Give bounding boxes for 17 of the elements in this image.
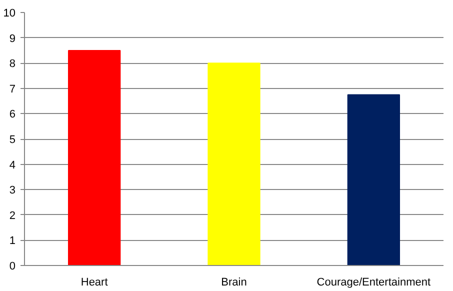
y-tick-label: 2 <box>9 210 16 222</box>
y-tick-label: 5 <box>9 134 16 146</box>
y-tick-label: 4 <box>9 159 16 172</box>
x-tick-label: Brain <box>221 276 247 288</box>
y-tick-label: 0 <box>9 260 16 272</box>
y-tick-label: 6 <box>9 108 16 121</box>
x-tick-label: Courage/Entertainment <box>316 276 431 288</box>
y-tick-label: 9 <box>9 32 16 45</box>
bar <box>347 94 400 266</box>
x-tick-label: Heart <box>80 276 108 288</box>
y-tick-label: 3 <box>9 184 16 197</box>
bar <box>68 50 121 266</box>
y-tick-label: 1 <box>9 235 16 248</box>
y-tick-label: 8 <box>9 58 16 70</box>
y-tick-label: 7 <box>9 83 16 96</box>
bar <box>208 62 260 266</box>
y-tick-label: 10 <box>3 8 16 20</box>
